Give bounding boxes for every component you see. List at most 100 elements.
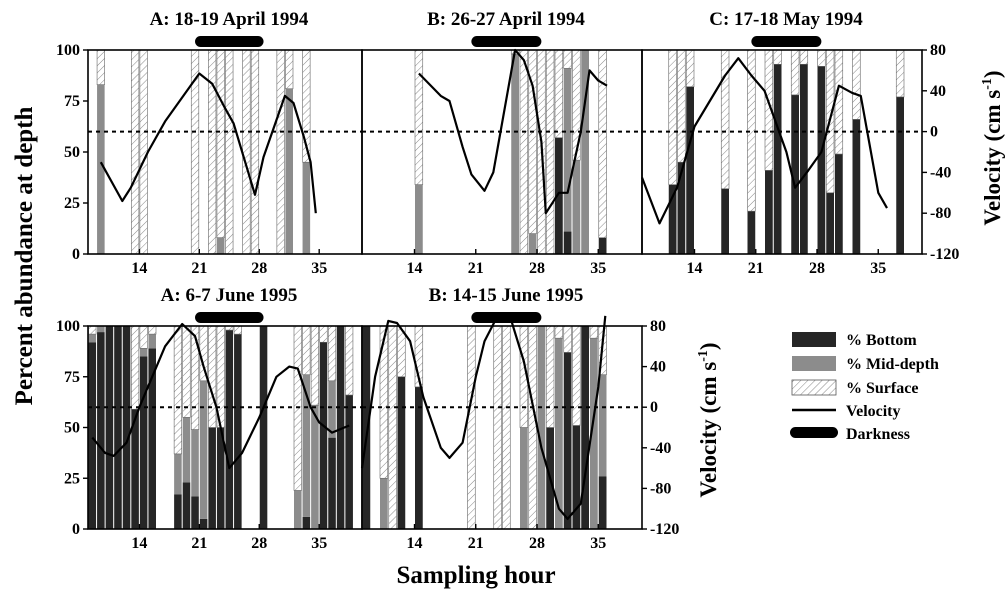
- plot-frame: [641, 49, 923, 255]
- bar-mid: [294, 490, 302, 529]
- bar-surface: [88, 325, 97, 335]
- x-tick-label: 28: [809, 260, 825, 277]
- bar-bottom: [563, 352, 572, 529]
- legend: % Bottom % Mid-depth % Surface Velocity …: [790, 332, 939, 443]
- bar-mid: [97, 326, 105, 333]
- x-tick-label: 14: [407, 535, 423, 552]
- bar-bottom: [336, 326, 345, 529]
- velocity-tick-label: 80: [930, 42, 946, 59]
- panel-title: C: 17-18 May 1994: [709, 9, 863, 30]
- bar-surface: [139, 49, 148, 255]
- bar-bottom: [598, 476, 607, 529]
- bar-surface: [225, 49, 234, 255]
- bar-surface: [293, 325, 302, 491]
- y-tick-label: 100: [56, 318, 80, 335]
- bar-surface: [250, 49, 260, 255]
- velocity-label-text: Velocity (cm s: [696, 362, 721, 498]
- bar-surface: [677, 49, 686, 163]
- y-tick-label: 0: [72, 246, 80, 263]
- x-tick-label: 21: [191, 260, 207, 277]
- bar-mid: [520, 427, 528, 529]
- bar-surface: [799, 49, 809, 65]
- bar-bottom: [208, 427, 216, 529]
- bar-mid: [148, 334, 156, 349]
- legend-label-bottom: % Bottom: [846, 332, 917, 349]
- bar-surface: [319, 325, 328, 343]
- bar-mid: [182, 417, 191, 483]
- bar-bottom: [800, 64, 808, 254]
- bar-bottom: [791, 94, 799, 254]
- panel-5: 14 21 28 35 -120 -80 -40 0 40 80 B: 14-15 June 199…: [360, 285, 679, 552]
- bar-surface: [685, 49, 695, 88]
- bar-mid: [590, 338, 598, 529]
- bar-bottom: [686, 86, 694, 254]
- bar-surface: [589, 325, 599, 339]
- bar-bottom: [555, 137, 563, 254]
- bar-mid: [528, 233, 537, 254]
- y-tick-label: 50: [64, 144, 80, 161]
- x-tick-label: 14: [687, 260, 703, 277]
- bar-surface: [345, 325, 354, 396]
- x-tick-label: 35: [590, 535, 606, 552]
- bar-mid: [328, 380, 336, 438]
- bar-bottom: [721, 188, 729, 254]
- y-tick-label: 25: [64, 470, 80, 487]
- bar-bottom: [259, 326, 268, 529]
- panel-1: 14 21 28 35 0 25 50 75 100 A: 18-19 April 1994: [56, 9, 363, 277]
- plot-frame: [361, 325, 643, 530]
- bar-bottom: [765, 170, 773, 254]
- bar-surface: [528, 325, 537, 530]
- bar-surface: [545, 325, 555, 428]
- bar-surface: [852, 49, 861, 120]
- bar-bottom: [581, 326, 589, 529]
- bar-bottom: [563, 231, 572, 254]
- bar-mid: [285, 88, 293, 254]
- bar-bottom: [747, 211, 756, 254]
- legend-label-surface: % Surface: [846, 380, 918, 397]
- velocity-line: [99, 72, 317, 214]
- bar-surface: [519, 49, 529, 255]
- x-tick-label: 21: [468, 260, 484, 277]
- bar-bottom: [362, 326, 371, 529]
- bar-bottom: [345, 395, 353, 529]
- bar-bottom: [835, 154, 843, 254]
- bar-mid: [311, 405, 319, 529]
- legend-swatch-mid: [792, 356, 836, 371]
- velocity-line: [640, 57, 888, 225]
- bar-mid: [563, 68, 572, 232]
- y-tick-label: 0: [72, 521, 80, 538]
- y-tick-label: 75: [64, 93, 80, 110]
- bar-bottom: [97, 332, 105, 529]
- velocity-line: [418, 48, 608, 215]
- panels: 14 21 28 35 0 25 50 75 100 A: 18-19 April 1994 14 2…: [56, 9, 959, 552]
- y-tick-label: 75: [64, 369, 80, 386]
- bar-bottom: [148, 348, 156, 529]
- bar-bottom: [668, 184, 677, 254]
- legend-swatch-bottom: [792, 332, 836, 347]
- bar-mid: [191, 429, 199, 497]
- darkness-bar: [195, 36, 264, 47]
- bar-surface: [190, 325, 200, 430]
- bar-surface: [148, 325, 157, 335]
- bar-bottom: [319, 342, 328, 529]
- velocity-unit-exp: -1: [696, 350, 711, 362]
- bar-mid: [380, 478, 388, 529]
- velocity-line: [91, 322, 350, 470]
- bar-mid: [572, 160, 581, 254]
- bar-bottom: [182, 482, 191, 529]
- bar-surface: [131, 325, 140, 410]
- velocity-tick-label: 40: [930, 83, 946, 100]
- x-tick-label: 14: [407, 260, 423, 277]
- bar-surface: [790, 49, 800, 96]
- darkness-bar: [471, 36, 542, 47]
- bar-surface: [834, 49, 844, 155]
- bar-surface: [276, 49, 285, 255]
- darkness-bar: [751, 36, 822, 47]
- bar-mid: [537, 326, 546, 529]
- bar-bottom: [199, 518, 208, 529]
- y-tick-label: 50: [64, 420, 80, 437]
- legend-swatch-darkness: [790, 427, 838, 438]
- bar-bottom: [139, 356, 148, 529]
- bar-mid: [511, 54, 519, 254]
- velocity-tick-label: 80: [650, 318, 666, 335]
